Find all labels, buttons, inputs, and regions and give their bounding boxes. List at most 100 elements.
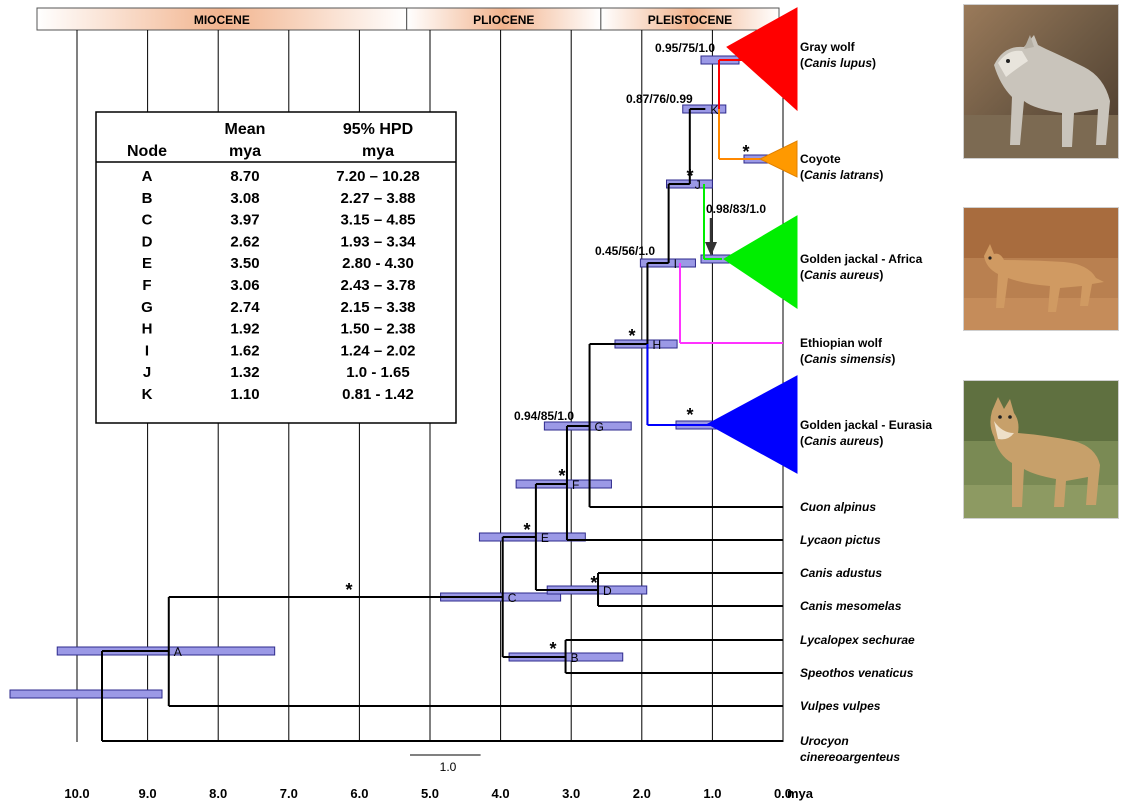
hpd-table-cell: 3.97 <box>230 212 259 229</box>
axis-tick-label: 8.0 <box>209 786 227 801</box>
hpd-table-cell: 2.27 – 3.88 <box>340 190 415 207</box>
taxon-label: Cuon alpinus <box>800 500 876 514</box>
support-asterisk: * <box>590 573 597 593</box>
hpd-table-cell: A <box>142 168 153 185</box>
hpd-table-cell: 7.20 – 10.28 <box>336 168 419 185</box>
hpd-table-cell: 1.24 – 2.02 <box>340 342 415 359</box>
hpd-table-header: 95% HPD <box>343 121 413 138</box>
hpd-table-cell: 2.15 – 3.38 <box>340 299 415 316</box>
hpd-table-cell: D <box>142 233 153 250</box>
hpd-table-cell: 1.10 <box>230 386 259 403</box>
hpd-table-cell: 2.43 – 3.78 <box>340 277 415 294</box>
support-value: 0.95/75/1.0 <box>655 41 715 55</box>
support-asterisk: * <box>558 466 565 486</box>
support-arrow-head <box>705 242 717 256</box>
golden-jackal-africa-clade-triangle <box>723 215 798 309</box>
coyote-clade-triangle <box>758 140 798 178</box>
hpd-bar <box>9 689 163 699</box>
node-label-e: E <box>541 531 549 545</box>
support-value: 0.98/83/1.0 <box>706 202 766 216</box>
hpd-table-cell: 3.08 <box>230 190 259 207</box>
time-calibrated-phylogeny: MIOCENE PLIOCENE PLEISTOCENE 10.0 9.0 8.0 7.0 6… <box>9 7 932 801</box>
hpd-table-cell: G <box>141 299 153 316</box>
hpd-table-cell: 1.32 <box>230 364 259 381</box>
taxon-label: Coyote <box>800 152 841 166</box>
support-asterisk: * <box>345 580 352 600</box>
golden-jackal-africa-photo <box>963 207 1119 331</box>
axis-tick-label: 0.0 <box>774 786 792 801</box>
axis-tick-label: 10.0 <box>64 786 89 801</box>
taxon-label: Lycalopex sechurae <box>800 633 915 647</box>
hpd-table-cell: 1.92 <box>230 321 259 338</box>
support-value: 0.94/85/1.0 <box>514 409 574 423</box>
node-label-b: B <box>571 651 579 665</box>
hpd-table-cell: 8.70 <box>230 168 259 185</box>
axis-tick-label: 5.0 <box>421 786 439 801</box>
taxon-label: Canis adustus <box>800 566 882 580</box>
hpd-table-header: mya <box>362 143 394 160</box>
axis-tick-label: 7.0 <box>280 786 298 801</box>
axis-unit-label: mya <box>787 786 814 801</box>
axis-tick-label: 1.0 <box>703 786 721 801</box>
hpd-table-cell: C <box>142 212 153 229</box>
hpd-table-cell: 1.0 - 1.65 <box>346 364 409 381</box>
axis-tick-label: 4.0 <box>492 786 510 801</box>
hpd-table-cell: 2.80 - 4.30 <box>342 255 414 272</box>
node-label-g: G <box>595 420 604 434</box>
epoch-label: MIOCENE <box>194 13 250 27</box>
node-label-c: C <box>508 591 517 605</box>
support-asterisk: * <box>523 520 530 540</box>
hpd-table-cell: I <box>145 342 149 359</box>
hpd-table-cell: F <box>142 277 151 294</box>
axis-tick-label: 6.0 <box>350 786 368 801</box>
hpd-table-cell: 2.74 <box>230 299 260 316</box>
hpd-table-cell: K <box>142 386 153 403</box>
taxon-latin-name: (Canis simensis) <box>800 352 895 366</box>
taxon-latin-name: (Canis latrans) <box>800 168 883 182</box>
taxon-label: Vulpes vulpes <box>800 699 881 713</box>
axis-tick-label: 3.0 <box>562 786 580 801</box>
hpd-table-header: Node <box>127 143 167 160</box>
hpd-table-header: Mean <box>225 121 266 138</box>
node-label-d: D <box>603 584 612 598</box>
hpd-table-cell: 1.50 – 2.38 <box>340 321 415 338</box>
hpd-table-header: mya <box>229 143 261 160</box>
hpd-table-cell: 3.06 <box>230 277 259 294</box>
taxon-label: Gray wolf <box>800 40 856 54</box>
hpd-table-cell: H <box>142 321 153 338</box>
hpd-table-cell: E <box>142 255 152 272</box>
epoch-label: PLIOCENE <box>473 13 534 27</box>
taxon-label: Golden jackal - Eurasia <box>800 418 932 432</box>
taxon-label: Canis mesomelas <box>800 599 902 613</box>
hpd-table-cell: 1.62 <box>230 342 259 359</box>
hpd-table-cell: J <box>143 364 151 381</box>
hpd-table-cell: 1.93 – 3.34 <box>340 233 416 250</box>
support-asterisk: * <box>628 326 635 346</box>
epoch-label: PLEISTOCENE <box>648 13 732 27</box>
hpd-table-cell: 0.81 - 1.42 <box>342 386 414 403</box>
hpd-table-cell: 3.15 – 4.85 <box>340 212 415 229</box>
axis-tick-label: 2.0 <box>633 786 651 801</box>
taxon-latin-name: (Canis aureus) <box>800 434 883 448</box>
scale-bar-label: 1.0 <box>440 760 457 774</box>
node-label-i: I <box>674 257 677 271</box>
gray-wolf-clade-triangle <box>726 7 798 112</box>
support-asterisk: * <box>686 166 693 186</box>
hpd-table-cell: B <box>142 190 153 207</box>
support-asterisk: * <box>742 142 749 162</box>
hpd-table-frame <box>95 111 457 424</box>
support-asterisk: * <box>686 405 693 425</box>
taxon-label: Golden jackal - Africa <box>800 252 923 266</box>
axis-tick-label: 9.0 <box>139 786 157 801</box>
taxon-latin-name: (Canis aureus) <box>800 268 883 282</box>
gray-wolf-photo <box>963 4 1119 159</box>
golden-jackal-eurasia-photo <box>963 380 1119 519</box>
hpd-table-cell: 3.50 <box>230 255 259 272</box>
taxon-label: Speothos venaticus <box>800 666 914 680</box>
taxon-label: Ethiopian wolf <box>800 336 883 350</box>
taxon-label: Urocyon <box>800 734 849 748</box>
node-label-a: A <box>174 645 182 659</box>
node-label-k: K <box>710 103 718 117</box>
support-value: 0.45/56/1.0 <box>595 244 655 258</box>
node-label-j: J <box>695 178 701 192</box>
